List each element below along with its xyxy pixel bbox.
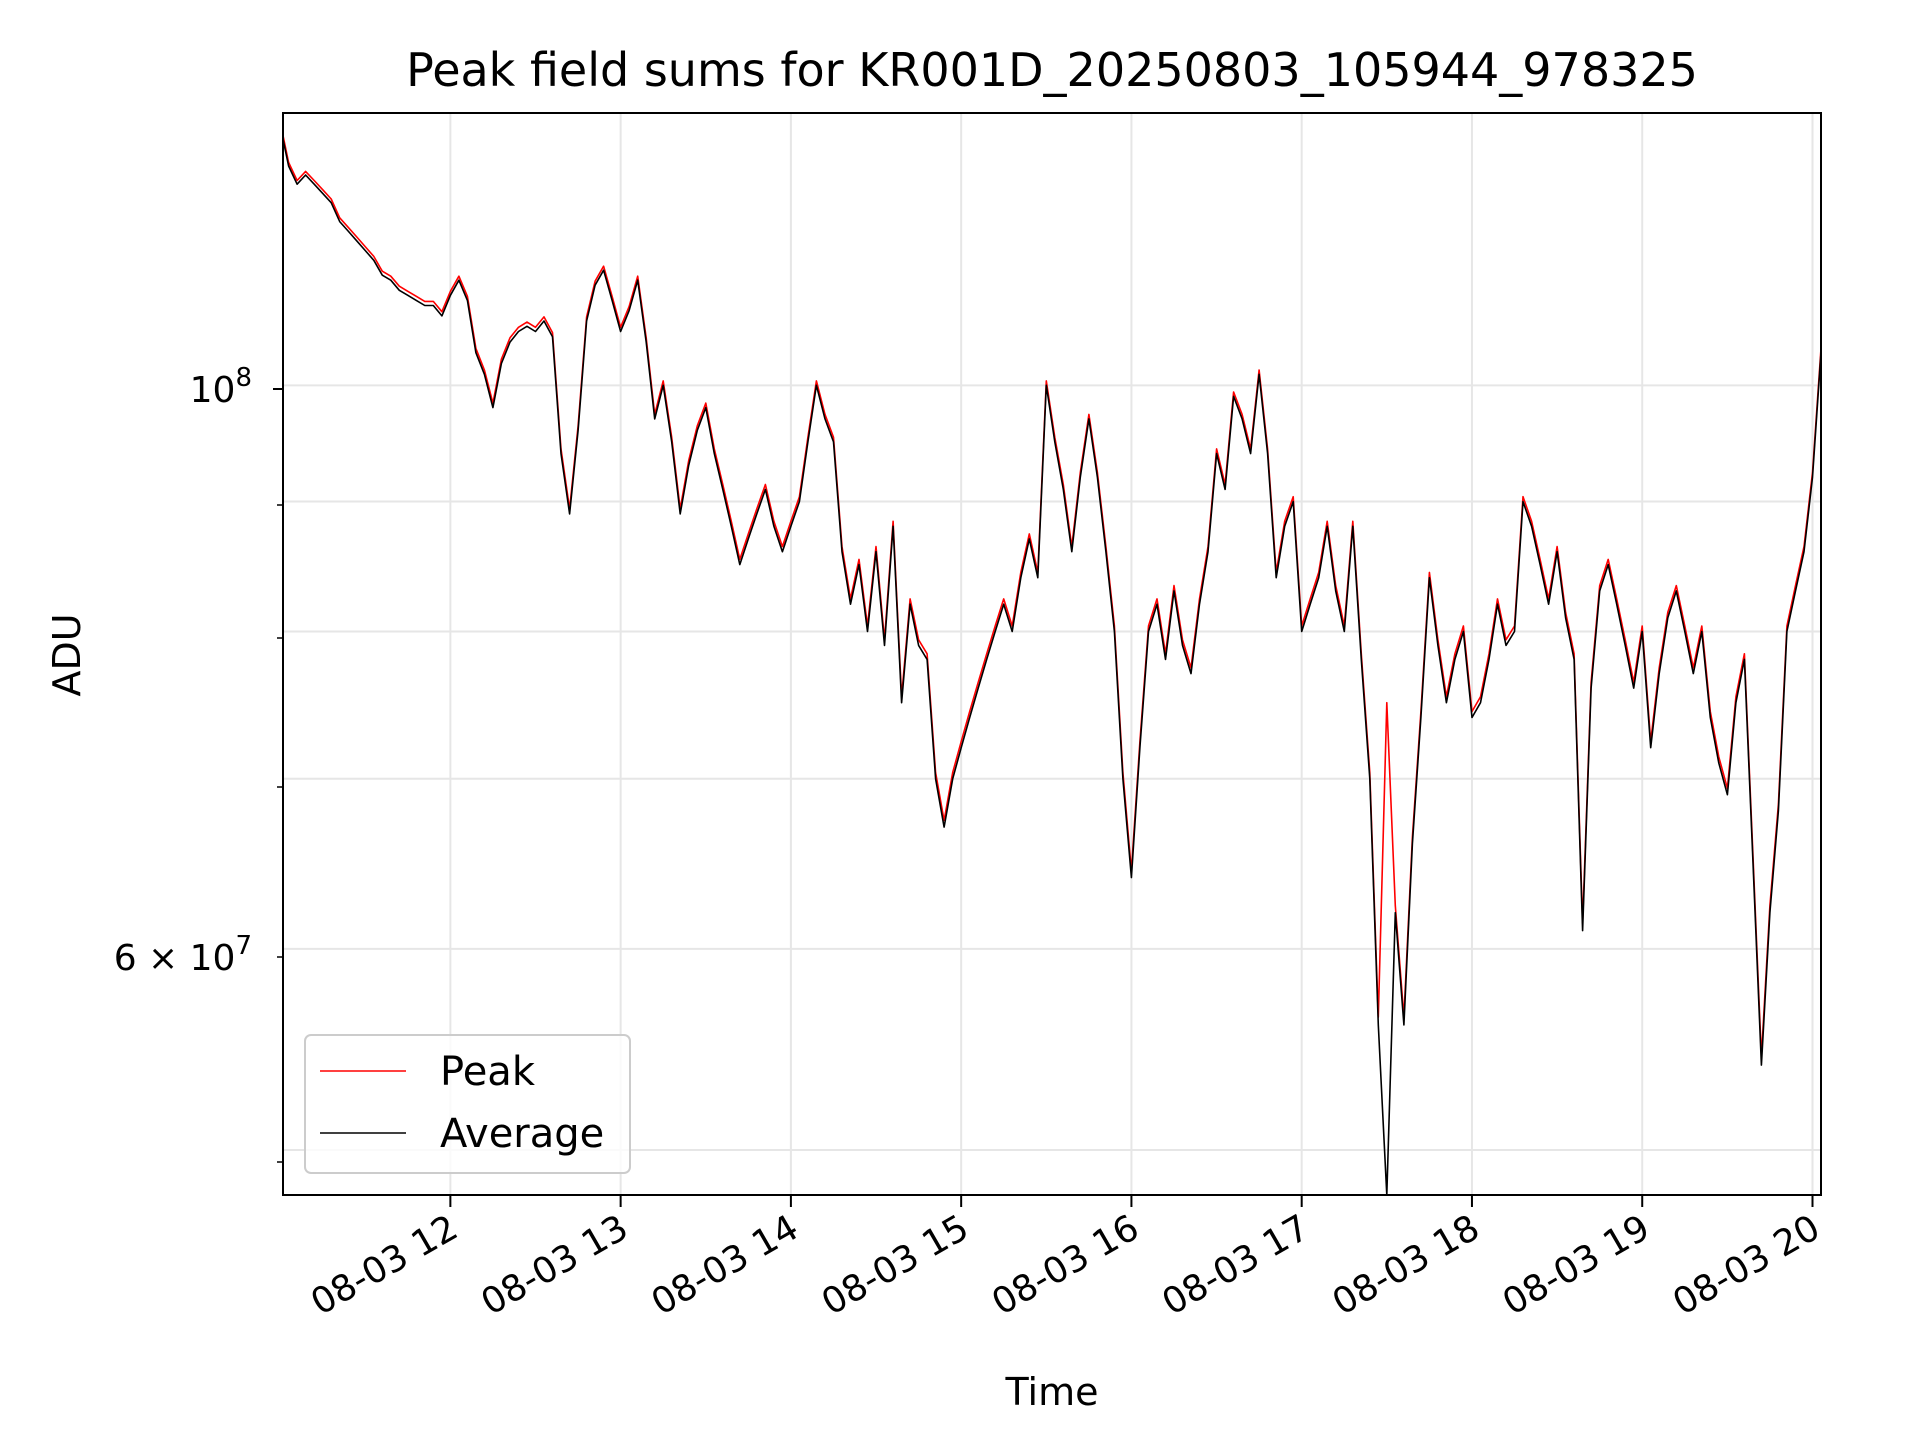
y-tick-label-6e7: 6 × 107 [114, 931, 252, 979]
y-axis: 108 6 × 107 [114, 363, 283, 1163]
legend-label-average: Average [440, 1111, 604, 1157]
legend: Peak Average [304, 1034, 631, 1174]
legend-box [304, 1034, 631, 1174]
series-line-average [282, 139, 1822, 1196]
data-lines [282, 135, 1822, 1196]
y-tick-label-1e8: 108 [190, 363, 252, 411]
legend-label-peak: Peak [440, 1049, 536, 1095]
chart-title: Peak field sums for KR001D_20250803_1059… [406, 43, 1698, 97]
plot-frame [282, 112, 1822, 1196]
x-axis-label: Time [1005, 1370, 1099, 1414]
y-axis-label: ADU [45, 613, 89, 696]
grid-lines [283, 113, 1821, 1195]
